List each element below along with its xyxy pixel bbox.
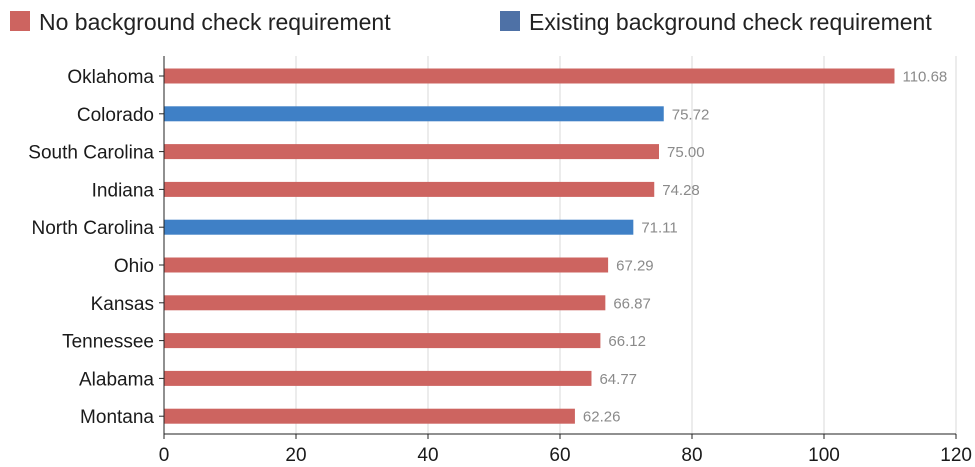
value-label: 75.72 [672,106,710,123]
bar-oklahoma [164,68,895,84]
value-label: 66.12 [608,333,646,350]
x-tick-label: 80 [681,445,702,466]
legend-swatch-existing-check [500,11,520,31]
axes: 0 20 40 60 80 100 120 [159,56,972,466]
value-label: 64.77 [599,371,637,388]
value-label: 75.00 [667,144,705,161]
legend-label-no-check: No background check requirement [39,9,391,35]
category-label: North Carolina [32,218,155,239]
category-label: Colorado [77,105,154,126]
value-label: 66.87 [613,295,651,312]
value-label: 62.26 [583,409,621,426]
category-label: Tennessee [62,332,154,353]
legend-swatch-no-check [10,11,30,31]
category-label: Montana [80,407,154,428]
category-label: Kansas [91,294,154,315]
bar-ohio [164,257,609,273]
bar-tennessee [164,333,601,349]
category-label: Alabama [79,369,154,390]
bar-north-carolina [164,219,634,235]
value-label: 71.11 [641,220,677,237]
x-tick-label: 40 [417,445,438,466]
value-label: 110.68 [902,69,947,86]
bar-colorado [164,106,664,122]
x-tick-label: 120 [940,445,972,466]
x-tick-label: 0 [159,445,170,466]
bar-indiana [164,181,655,197]
bar-south-carolina [164,144,659,160]
category-label: South Carolina [28,143,154,164]
x-tick-label: 20 [285,445,306,466]
value-label: 67.29 [616,258,654,275]
legend-label-existing-check: Existing background check requirement [529,9,932,35]
bars: Oklahoma 110.68 Colorado 75.72 South Carolin… [28,67,947,428]
value-label: 74.28 [662,182,700,199]
bar-alabama [164,370,592,386]
x-tick-label: 100 [808,445,840,466]
legend: No background check requirement Existing … [10,9,932,35]
category-label: Ohio [114,256,154,277]
x-tick-label: 60 [549,445,570,466]
bar-montana [164,408,575,424]
bar-kansas [164,295,606,311]
category-label: Indiana [92,180,155,201]
category-label: Oklahoma [67,67,154,88]
